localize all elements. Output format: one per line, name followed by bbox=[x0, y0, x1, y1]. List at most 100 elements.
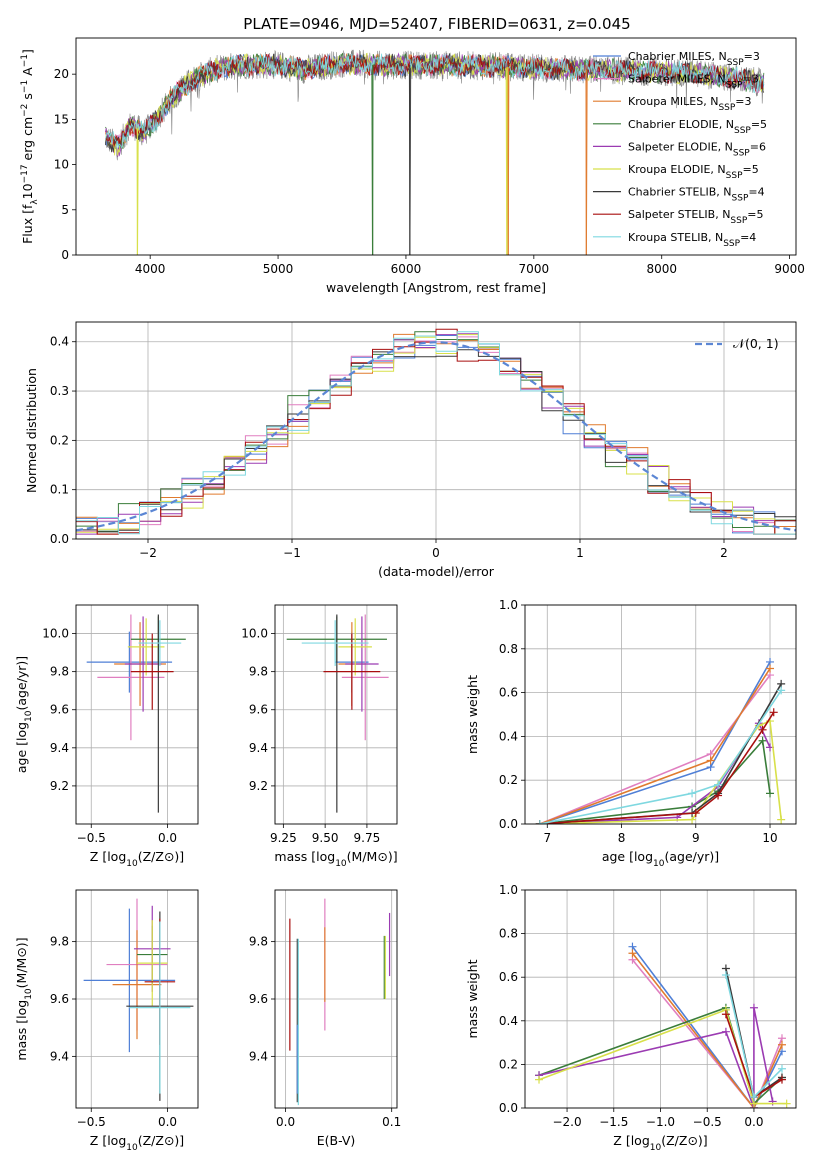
mass_age-xtick-label: 9.25 bbox=[270, 831, 297, 845]
ebv_mass-xtick-label: 0.1 bbox=[382, 1115, 401, 1129]
z_weight-xtick-label: −1.5 bbox=[599, 1115, 628, 1129]
ebv_mass-ytick-label: 9.4 bbox=[249, 1049, 268, 1063]
spectrum-ylabel: Flux [fλ10−17 erg cm−2 s−1 A−1] bbox=[20, 49, 40, 244]
age_weight-marker bbox=[714, 780, 723, 789]
age_weight-xtick-label: 10 bbox=[762, 831, 777, 845]
z_age-ytick-label: 9.2 bbox=[50, 779, 69, 793]
residuals-xlabel: (data-model)/error bbox=[378, 564, 495, 579]
residuals-ytick-label: 0.0 bbox=[50, 532, 69, 546]
age_weight-marker bbox=[777, 815, 786, 824]
age_weight-xtick-label: 9 bbox=[692, 831, 700, 845]
z_age-xtick-label: 0.0 bbox=[158, 831, 177, 845]
residuals-ytick-label: 0.1 bbox=[50, 483, 69, 497]
legend-label-7: Salpeter STELIB, NSSP=5 bbox=[628, 208, 764, 226]
age_weight-xtick-label: 8 bbox=[618, 831, 626, 845]
legend-label-0: Chabrier MILES, NSSP=3 bbox=[628, 50, 760, 68]
z_weight-frame bbox=[524, 889, 797, 1109]
age_weight-line-1 bbox=[539, 674, 771, 824]
z_weight-marker bbox=[749, 1093, 758, 1102]
ebv_mass-xtick-label: 0.0 bbox=[276, 1115, 295, 1129]
legend-label-3: Chabrier ELODIE, NSSP=5 bbox=[628, 118, 767, 136]
z_mass-ytick-label: 9.6 bbox=[50, 992, 69, 1006]
z_weight-line-1 bbox=[631, 959, 783, 1108]
legend-label-2: Kroupa MILES, NSSP=3 bbox=[628, 95, 752, 113]
z_weight-marker bbox=[721, 1010, 730, 1019]
age_weight-marker bbox=[691, 809, 700, 818]
z_age-xlabel: Z [log10(Z/Z⊙)] bbox=[90, 849, 184, 869]
residuals-ytick-label: 0.3 bbox=[50, 384, 69, 398]
mass_age-xtick-label: 9.75 bbox=[354, 831, 381, 845]
mass_age-xtick-label: 9.50 bbox=[312, 831, 339, 845]
residuals-xtick-label: −2 bbox=[139, 546, 157, 560]
spectrum-frame bbox=[75, 37, 797, 256]
z_weight-ylabel: mass weight bbox=[465, 959, 480, 1038]
age_weight-marker bbox=[688, 789, 697, 798]
mass_age-frame bbox=[274, 604, 398, 825]
ebv_mass-ytick-label: 9.6 bbox=[249, 992, 268, 1006]
residuals-ytick-label: 0.4 bbox=[50, 335, 69, 349]
spectrum-xtick-label: 4000 bbox=[135, 262, 166, 276]
z_weight-marker bbox=[777, 1040, 786, 1049]
z_weight-xtick-label: −0.5 bbox=[693, 1115, 722, 1129]
z_age-ytick-label: 9.8 bbox=[50, 665, 69, 679]
age_weight-xtick-label: 7 bbox=[543, 831, 551, 845]
z_age-frame bbox=[75, 604, 199, 825]
spectrum-model-line-7 bbox=[105, 53, 765, 148]
z_weight-marker bbox=[535, 1075, 544, 1084]
residuals-frame bbox=[75, 321, 797, 540]
legend-label-4: Salpeter ELODIE, NSSP=6 bbox=[628, 140, 766, 158]
z_weight-line-4 bbox=[538, 1007, 774, 1108]
mass_age-ytick-label: 9.4 bbox=[249, 741, 268, 755]
age_weight-ytick-label: 0.8 bbox=[499, 642, 518, 656]
z_weight-xtick-label: 0.0 bbox=[744, 1115, 763, 1129]
mass_age-ytick-label: 10.0 bbox=[241, 627, 268, 641]
spectrum-ytick-label: 20 bbox=[54, 67, 69, 81]
z_weight-line-0 bbox=[631, 946, 783, 1108]
z_age-ylabel: age [log10(age/yr)] bbox=[14, 656, 34, 773]
spectrum-xtick-label: 6000 bbox=[391, 262, 422, 276]
age_weight-marker bbox=[769, 708, 778, 717]
z_weight-plot bbox=[535, 942, 791, 1108]
legend-label-5: Kroupa ELODIE, NSSP=5 bbox=[628, 163, 759, 181]
mass_age-plot bbox=[286, 614, 389, 813]
z_weight-marker bbox=[721, 971, 730, 980]
spectrum-xlabel: wavelength [Angstrom, rest frame] bbox=[326, 280, 546, 295]
age_weight-marker bbox=[714, 791, 723, 800]
z_weight-xtick-label: −2.0 bbox=[552, 1115, 581, 1129]
ebv_mass-axes: 0.0 0.1 9.4 9.6 9.8 E(B-V) bbox=[249, 889, 401, 1148]
z_mass-axes: −0.5 0.0 9.4 9.6 9.8 Z [log10(Z/Z⊙)] mass [log… bbox=[14, 889, 199, 1153]
mass_age-ytick-label: 9.8 bbox=[249, 665, 268, 679]
z_weight-axes: −2.0 −1.5 −1.0 −0.5 0.0 0.0 0.2 0.4 0.6 0.8 1.0 Z [… bbox=[465, 883, 797, 1153]
z_mass-frame bbox=[75, 889, 199, 1109]
z_age-ytick-label: 9.6 bbox=[50, 703, 69, 717]
z_weight-marker bbox=[777, 1064, 786, 1073]
age_weight-marker bbox=[535, 820, 544, 824]
age_weight-xlabel: age [log10(age/yr)] bbox=[602, 849, 719, 869]
spectrum-xtick-label: 8000 bbox=[646, 262, 677, 276]
age_weight-ylabel: mass weight bbox=[465, 675, 480, 754]
z_mass-ylabel: mass [log10(M/M⊙)] bbox=[14, 937, 34, 1060]
age_weight-ytick-label: 0.6 bbox=[499, 686, 518, 700]
z_weight-ytick-label: 0.6 bbox=[499, 970, 518, 984]
z_weight-marker bbox=[721, 1027, 730, 1036]
spectrum-ytick-label: 5 bbox=[61, 203, 69, 217]
z_weight-marker bbox=[782, 1099, 791, 1108]
z_age-axes: −0.5 0.0 9.2 9.4 9.6 9.8 10.0 Z [log10(Z/Z⊙)] ag… bbox=[14, 604, 199, 869]
z_weight-ytick-label: 0.4 bbox=[499, 1014, 518, 1028]
z_mass-xtick-label: −0.5 bbox=[77, 1115, 106, 1129]
ebv_mass-frame bbox=[274, 889, 398, 1109]
mass_age-axes: 9.25 9.50 9.75 9.2 9.4 9.6 9.8 10.0 mass [log10(… bbox=[241, 604, 398, 869]
age_weight-marker bbox=[766, 664, 775, 673]
mass_age-ytick-label: 9.6 bbox=[249, 703, 268, 717]
age_weight-marker bbox=[706, 756, 715, 765]
mass_age-xlabel: mass [log10(M/M⊙)] bbox=[274, 849, 397, 869]
figure-title: PLATE=0946, MJD=52407, FIBERID=0631, z=0… bbox=[243, 15, 630, 33]
age_weight-line-8 bbox=[539, 689, 782, 824]
z_mass-plot bbox=[83, 898, 194, 1101]
z_weight-ytick-label: 0.8 bbox=[499, 927, 518, 941]
residuals-ytick-label: 0.2 bbox=[50, 433, 69, 447]
z_mass-xlabel: Z [log10(Z/Z⊙)] bbox=[90, 1133, 184, 1153]
residuals-xtick-label: 2 bbox=[720, 546, 728, 560]
legend-label-6: Chabrier STELIB, NSSP=4 bbox=[628, 186, 765, 204]
spectrum-model-line-2 bbox=[105, 53, 588, 255]
